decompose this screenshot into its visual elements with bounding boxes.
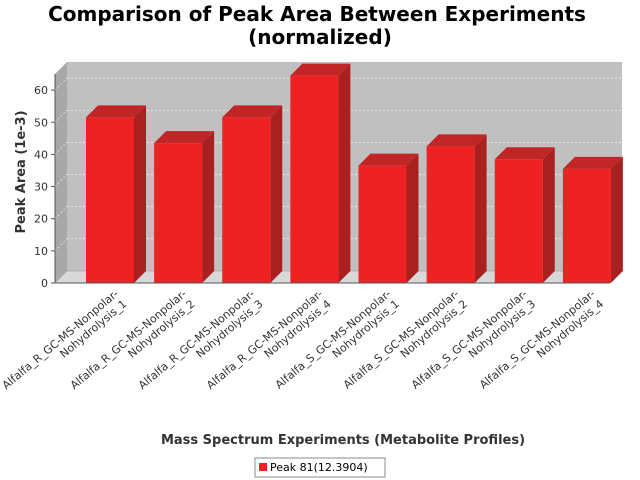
bar (154, 131, 215, 283)
x-axis-labels: Alfalfa_R_GC-MS-Nonpolar-Nohydrolysis_1A… (0, 287, 606, 392)
bar-side (474, 134, 487, 283)
bar-top (426, 134, 487, 147)
bar-top (222, 105, 283, 118)
bar-side (610, 156, 623, 283)
legend: Peak 81(12.3904) (254, 457, 386, 478)
bar-front (426, 146, 475, 283)
bar (426, 134, 487, 283)
x-category-label: Alfalfa_R_GC-MS-Nonpolar-Nohydrolysis_4 (204, 287, 334, 392)
x-category-label: Alfalfa_S_GC-MS-Nonpolar-Nohydrolysis_4 (477, 287, 606, 391)
bar-side (542, 147, 555, 283)
bar-front (86, 117, 134, 284)
y-tick-label: 10 (34, 245, 48, 258)
bar-side (134, 105, 146, 284)
bar-top (562, 156, 623, 169)
gridline-left-wall (54, 142, 68, 155)
gridline-left-wall (54, 238, 68, 252)
x-axis-title: Mass Spectrum Experiments (Metabolite Pr… (161, 433, 525, 448)
bar (222, 105, 283, 284)
x-category-label: Alfalfa_S_GC-MS-Nonpolar-Nohydrolysis_3 (409, 287, 538, 391)
legend-swatch (259, 463, 267, 471)
y-tick-label: 60 (34, 84, 48, 97)
y-axis: 0 10 20 30 40 50 60 (34, 74, 610, 290)
gridline-left-wall (54, 77, 68, 91)
y-tick-label: 40 (34, 148, 48, 161)
gridline-left-wall (54, 206, 68, 219)
bar-front (358, 165, 407, 283)
legend-label: Peak 81(12.3904) (270, 461, 368, 474)
gridline-left-wall (54, 110, 68, 123)
x-category-label-line: Alfalfa_R_GC-MS-Nonpolar- (0, 287, 121, 392)
y-tick-label: 20 (34, 213, 48, 226)
y-tick-label: 50 (34, 116, 48, 129)
chart-title-line2: (normalized) (248, 25, 392, 49)
x-category-label: Alfalfa_S_GC-MS-Nonpolar-Nohydrolysis_1 (273, 287, 402, 391)
bar-front (222, 117, 271, 284)
y-axis-title: Peak Area (1e-3) (14, 110, 29, 233)
y-tick-label: 0 (41, 277, 48, 290)
bar (494, 147, 555, 283)
bar-side (202, 131, 215, 283)
bar-front (154, 143, 203, 283)
bar (358, 153, 419, 283)
gridline-left-wall (54, 174, 68, 187)
bar (86, 105, 146, 284)
bar-side (338, 63, 351, 283)
x-category-label: Alfalfa_R_GC-MS-Nonpolar-Nohydrolysis_1 (0, 287, 129, 392)
bar (290, 63, 351, 283)
bar-side (406, 153, 419, 283)
bar-top (290, 63, 351, 76)
bar-side (270, 105, 283, 284)
bar-top (358, 153, 419, 166)
bar-front (290, 75, 339, 283)
x-category-label: Alfalfa_S_GC-MS-Nonpolar-Nohydrolysis_2 (341, 287, 470, 391)
bar-top (494, 147, 555, 160)
bar-front (562, 168, 611, 283)
bar (562, 156, 623, 283)
x-category-label: Alfalfa_R_GC-MS-Nonpolar-Nohydrolysis_2 (68, 287, 198, 392)
bar-top (86, 105, 146, 118)
bar-front (494, 159, 543, 283)
legend-box (254, 457, 386, 478)
bar-top (154, 131, 215, 144)
chart-title-line1: Comparison of Peak Area Between Experime… (48, 2, 586, 26)
bars (86, 63, 623, 284)
x-category-label: Alfalfa_R_GC-MS-Nonpolar-Nohydrolysis_3 (136, 287, 266, 392)
plot-left-wall (55, 62, 67, 284)
y-tick-label: 30 (34, 181, 48, 194)
